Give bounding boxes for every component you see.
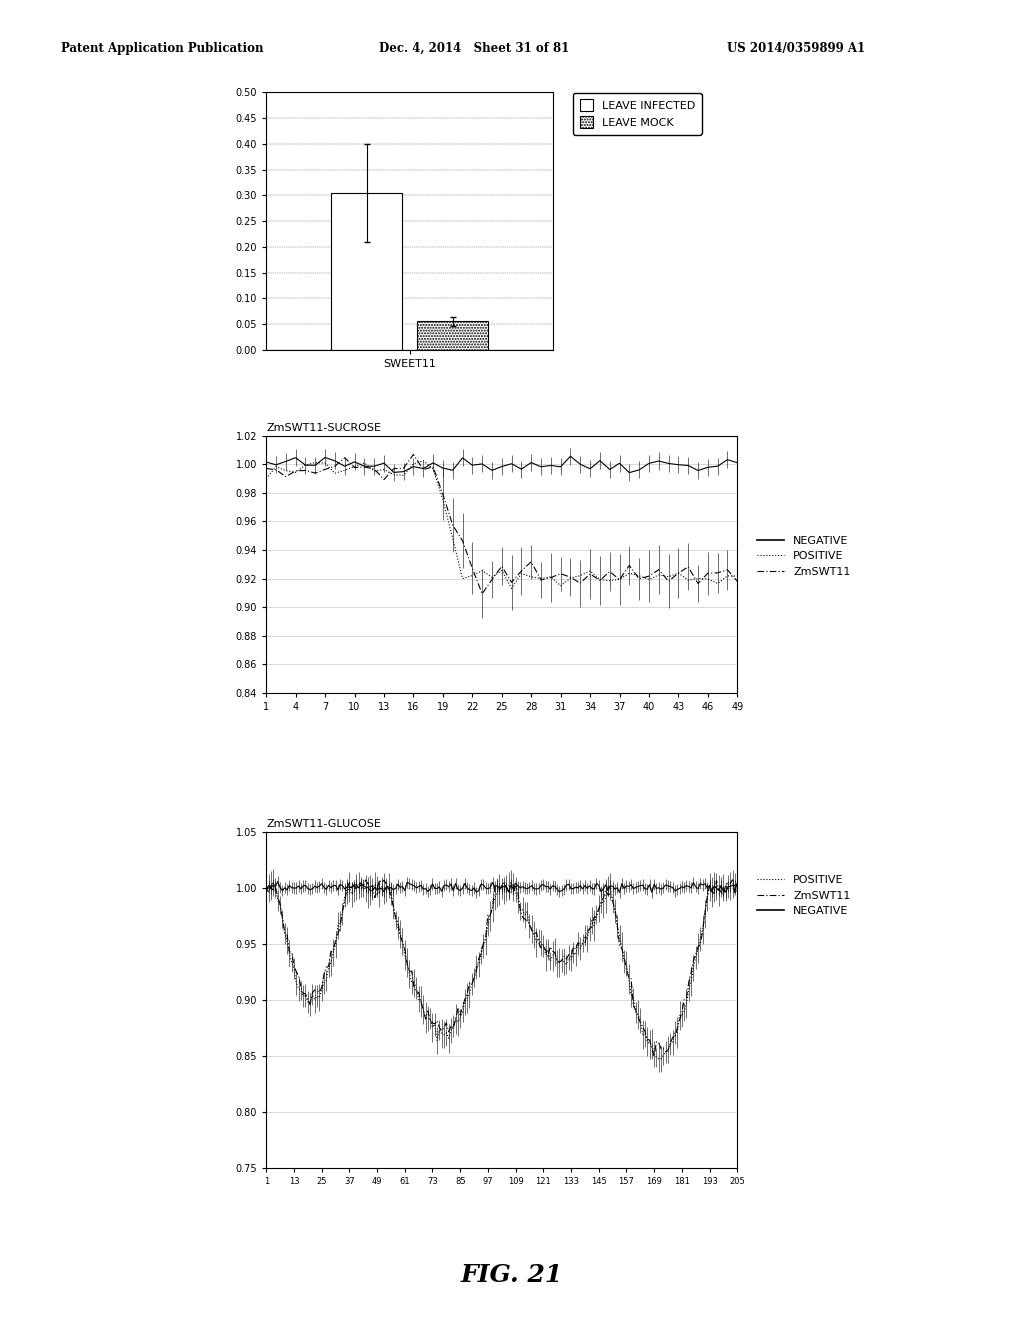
Text: ZmSWT11-GLUCOSE: ZmSWT11-GLUCOSE bbox=[266, 820, 381, 829]
Text: Patent Application Publication: Patent Application Publication bbox=[61, 42, 264, 55]
Text: FIG. 21: FIG. 21 bbox=[461, 1263, 563, 1287]
Text: Dec. 4, 2014   Sheet 31 of 81: Dec. 4, 2014 Sheet 31 of 81 bbox=[379, 42, 569, 55]
Legend: POSITIVE, ZmSWT11, NEGATIVE: POSITIVE, ZmSWT11, NEGATIVE bbox=[753, 871, 855, 921]
Bar bbox=[417, 322, 488, 350]
Legend: NEGATIVE, POSITIVE, ZmSWT11: NEGATIVE, POSITIVE, ZmSWT11 bbox=[753, 531, 855, 581]
Bar bbox=[331, 193, 402, 350]
Legend: LEAVE INFECTED, LEAVE MOCK: LEAVE INFECTED, LEAVE MOCK bbox=[572, 92, 701, 135]
Text: ZmSWT11-SUCROSE: ZmSWT11-SUCROSE bbox=[266, 424, 381, 433]
Text: US 2014/0359899 A1: US 2014/0359899 A1 bbox=[727, 42, 865, 55]
